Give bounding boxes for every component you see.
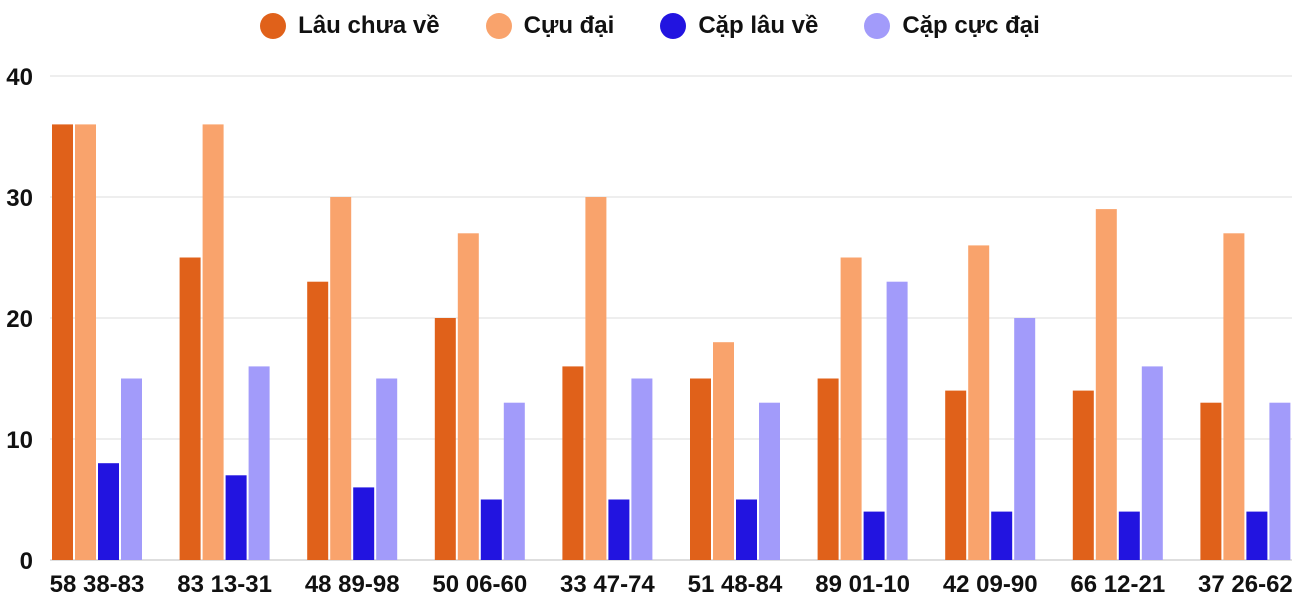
bar-4-33-47-74[interactable] (631, 378, 653, 561)
legend-label-cap-cuc-dai: Cặp cực đại (902, 12, 1040, 39)
bar-4-48-89-98[interactable] (376, 378, 398, 561)
x-category-label-10: 37 26-62 (1198, 571, 1293, 598)
bar-1-51-48-84[interactable] (690, 378, 711, 561)
legend-item-cap-lau-ve[interactable]: Cặp lâu về (660, 12, 818, 40)
legend-item-cap-cuc-dai[interactable]: Cặp cực đại (864, 12, 1040, 40)
bar-1-58-38-83[interactable] (52, 124, 73, 561)
bar-2-42-09-90[interactable] (968, 245, 990, 560)
bar-3-33-47-74[interactable] (608, 499, 630, 561)
bar-3-51-48-84[interactable] (736, 499, 757, 561)
bar-2-48-89-98[interactable] (330, 197, 352, 560)
x-category-label-5: 33 47-74 (560, 571, 655, 598)
chart-legend: Lâu chưa về Cựu đại Cặp lâu về Cặp cực đ… (0, 8, 1300, 44)
bar-4-37-26-62[interactable] (1269, 402, 1291, 560)
bar-1-83-13-31[interactable] (179, 257, 201, 561)
bar-4-83-13-31[interactable] (248, 366, 270, 560)
bar-2-37-26-62[interactable] (1223, 233, 1245, 561)
bar-2-33-47-74[interactable] (585, 197, 607, 560)
y-tick-label-10: 10 (6, 427, 33, 454)
bar-4-58-38-83[interactable] (121, 378, 142, 561)
bar-1-50-06-60[interactable] (434, 318, 456, 560)
legend-label-cuu-dai: Cựu đại (523, 12, 615, 39)
legend-label-lau-chua-ve: Lâu chưa về (298, 12, 440, 39)
x-category-label-2: 83 13-31 (177, 571, 272, 598)
legend-swatch-cap-cuc-dai (864, 13, 891, 39)
x-category-label-6: 51 48-84 (688, 571, 783, 598)
x-category-label-3: 48 89-98 (305, 571, 400, 598)
x-category-label-7: 89 01-10 (815, 571, 910, 598)
bar-2-50-06-60[interactable] (457, 233, 479, 561)
legend-swatch-lau-chua-ve (260, 13, 287, 39)
bar-3-42-09-90[interactable] (991, 511, 1013, 560)
y-tick-label-20: 20 (6, 306, 33, 333)
bar-4-89-01-10[interactable] (886, 281, 908, 560)
y-tick-label-0: 0 (20, 548, 33, 575)
x-category-label-4: 50 06-60 (432, 571, 527, 598)
bar-1-66-12-21[interactable] (1072, 390, 1094, 560)
bar-4-66-12-21[interactable] (1141, 366, 1163, 560)
bar-1-33-47-74[interactable] (562, 366, 584, 560)
y-axis-tick-labels: 0 10 20 30 40 (6, 64, 33, 575)
bar-2-58-38-83[interactable] (75, 124, 96, 561)
bar-2-51-48-84[interactable] (713, 342, 734, 560)
bar-3-66-12-21[interactable] (1118, 511, 1140, 560)
bar-3-83-13-31[interactable] (225, 475, 247, 560)
bar-1-42-09-90[interactable] (945, 390, 967, 560)
bar-3-58-38-83[interactable] (98, 463, 119, 560)
bar-1-89-01-10[interactable] (817, 378, 839, 561)
bar-3-89-01-10[interactable] (863, 511, 885, 560)
bar-1-48-89-98[interactable] (307, 281, 329, 560)
bar-2-89-01-10[interactable] (840, 257, 862, 561)
y-tick-label-30: 30 (6, 185, 33, 212)
legend-item-cuu-dai[interactable]: Cựu đại (485, 12, 615, 40)
bar-2-83-13-31[interactable] (202, 124, 224, 561)
x-category-label-1: 58 38-83 (50, 571, 145, 598)
bar-4-51-48-84[interactable] (759, 402, 780, 560)
bar-4-50-06-60[interactable] (503, 402, 525, 560)
legend-label-cap-lau-ve: Cặp lâu về (698, 12, 819, 39)
x-axis-category-labels: 58 38-83 83 13-31 48 89-98 50 06-60 33 47-74… (50, 571, 1293, 598)
bar-1-37-26-62[interactable] (1200, 402, 1222, 560)
x-category-label-9: 66 12-21 (1070, 571, 1165, 598)
bar-4-42-09-90[interactable] (1014, 318, 1036, 560)
bar-3-50-06-60[interactable] (480, 499, 502, 561)
bar-3-48-89-98[interactable] (353, 487, 375, 560)
bar-2-66-12-21[interactable] (1095, 209, 1117, 560)
legend-swatch-cuu-dai (485, 13, 512, 39)
bars (52, 124, 1291, 561)
y-tick-label-40: 40 (6, 64, 33, 91)
legend-swatch-cap-lau-ve (660, 13, 687, 39)
x-category-label-8: 42 09-90 (943, 571, 1038, 598)
bar-3-37-26-62[interactable] (1246, 511, 1268, 560)
legend-item-lau-chua-ve[interactable]: Lâu chưa về (260, 12, 440, 40)
